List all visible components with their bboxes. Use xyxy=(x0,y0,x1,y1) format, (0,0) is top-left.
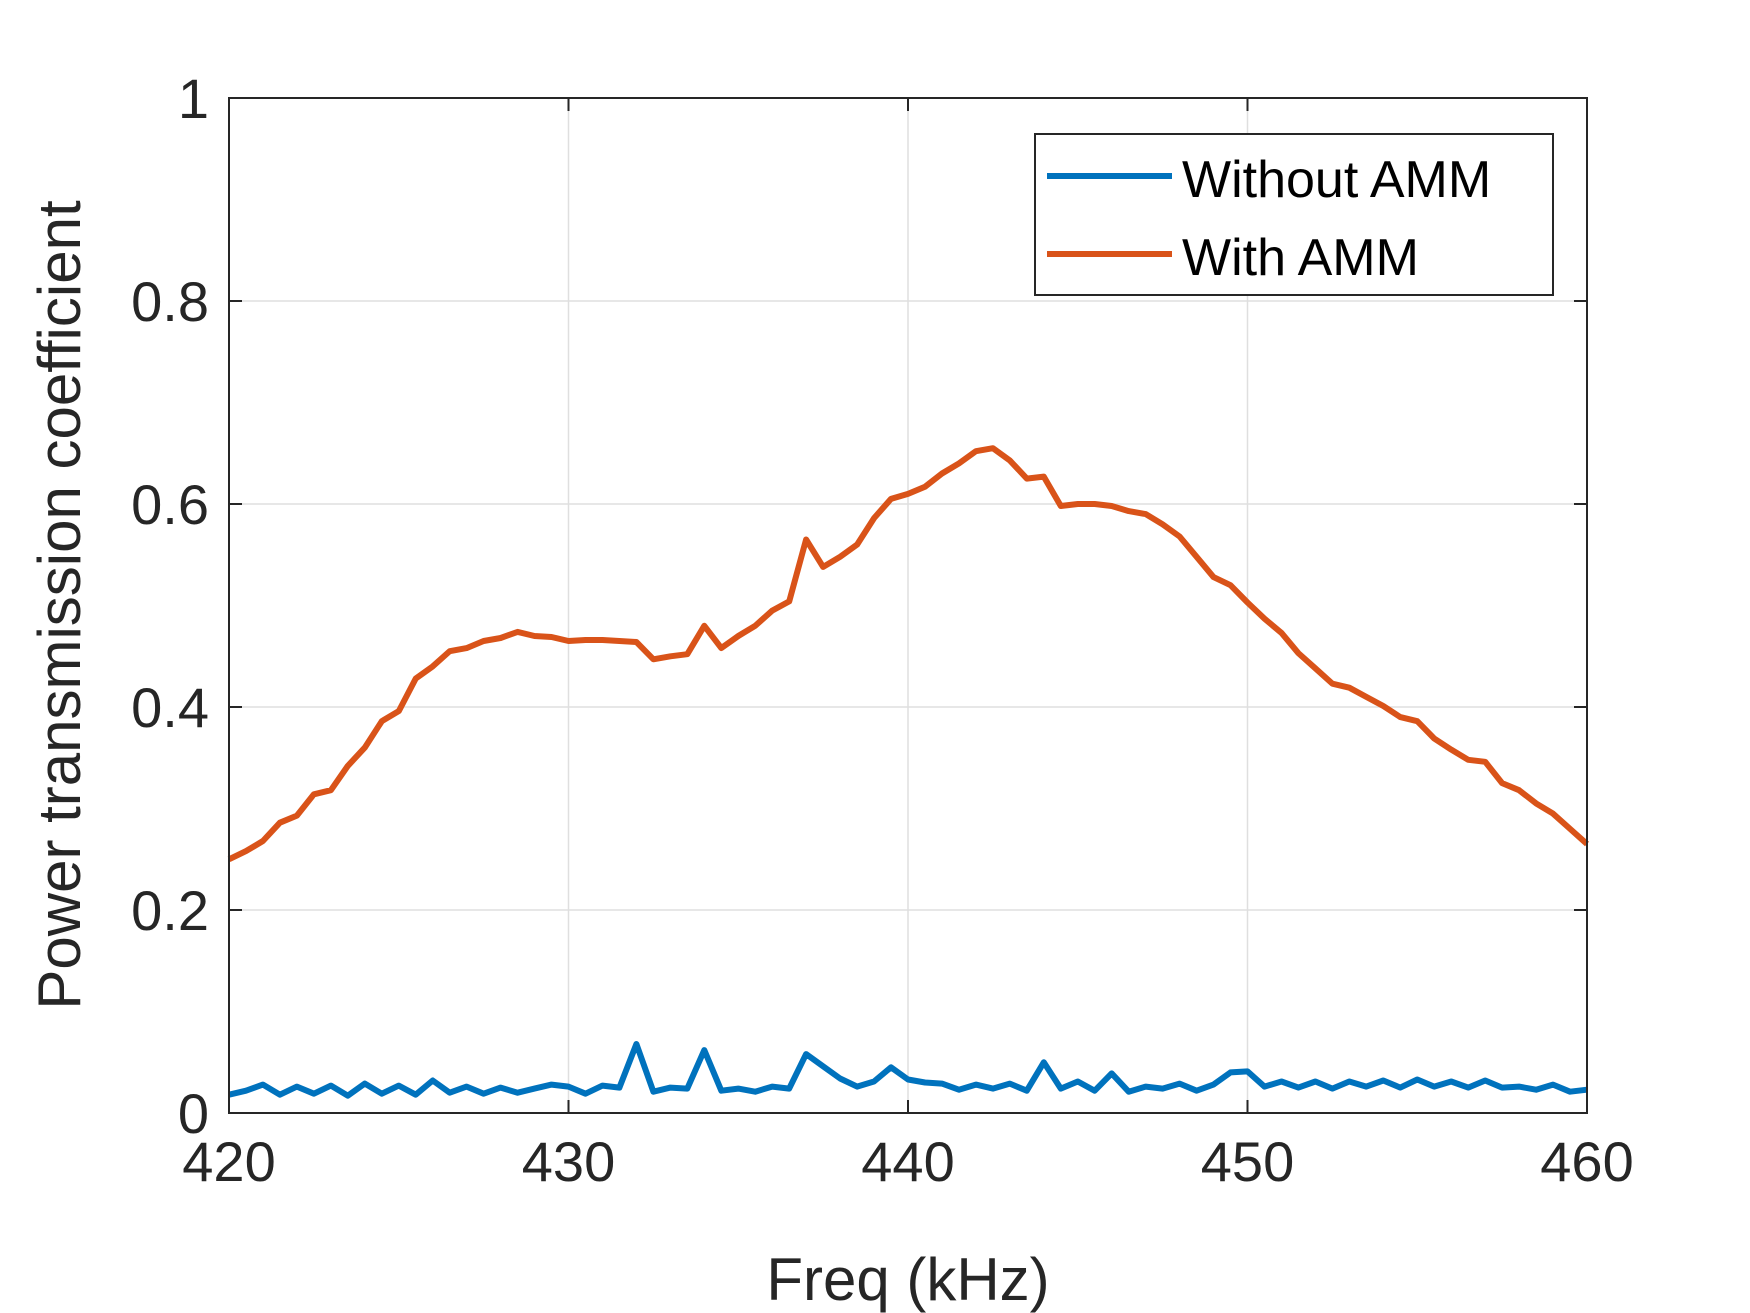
legend-label-without-amm: Without AMM xyxy=(1182,151,1491,209)
y-tick-label: 1 xyxy=(178,67,209,130)
x-tick-label: 460 xyxy=(1540,1130,1633,1193)
x-axis-label: Freq (kHz) xyxy=(766,1246,1049,1313)
x-tick-label: 420 xyxy=(182,1130,275,1193)
x-tick-label: 440 xyxy=(861,1130,954,1193)
series-lines xyxy=(227,445,1589,1099)
legend-label-with-amm: With AMM xyxy=(1182,229,1419,287)
legend-box xyxy=(1034,133,1554,296)
series-line-with-amm xyxy=(227,445,1589,863)
axis-ticks: 420 430 440 450 460 0 0.2 0.4 0.6 0.8 1 xyxy=(131,67,1634,1193)
legend: Without AMM With AMM xyxy=(1034,133,1554,296)
y-tick-label: 0.4 xyxy=(131,676,209,739)
y-tick-label: 0.6 xyxy=(131,473,209,536)
series-line-without-amm xyxy=(228,1041,1588,1099)
x-tick-label: 430 xyxy=(522,1130,615,1193)
x-tick-label: 450 xyxy=(1201,1130,1294,1193)
y-tick-label: 0.2 xyxy=(131,879,209,942)
y-tick-label: 0 xyxy=(178,1082,209,1145)
y-axis-label: Power transmission coefficient xyxy=(26,200,93,1010)
y-tick-label: 0.8 xyxy=(131,270,209,333)
